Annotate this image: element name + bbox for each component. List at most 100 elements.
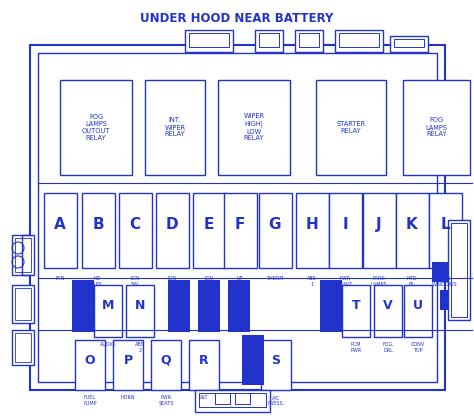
Text: FOG,
DRL: FOG, DRL	[382, 342, 394, 353]
Bar	[448, 220, 470, 320]
Text: THERM: THERM	[266, 276, 284, 281]
Bar	[195, 390, 270, 412]
Bar	[339, 33, 379, 47]
Text: INT.
WIPER
RELAY: INT. WIPER RELAY	[164, 117, 185, 138]
Text: A: A	[54, 217, 66, 232]
Bar	[329, 193, 362, 268]
Bar	[189, 33, 229, 47]
Text: PCM
PWR: PCM PWR	[350, 342, 362, 353]
Bar	[299, 33, 319, 47]
Text: ABS
1: ABS 1	[307, 276, 317, 287]
Bar	[228, 280, 250, 332]
Bar	[151, 340, 181, 390]
Text: IGN
5W: IGN 5W	[167, 276, 176, 287]
Text: B: B	[92, 217, 104, 232]
Bar	[198, 280, 220, 332]
Bar	[72, 280, 94, 332]
Text: PARK
LAMPS: PARK LAMPS	[371, 276, 387, 287]
Text: UP: UP	[237, 276, 243, 281]
Bar	[429, 193, 462, 268]
Bar	[259, 193, 292, 268]
Text: S: S	[272, 354, 281, 367]
Bar	[259, 33, 279, 47]
Bar	[94, 285, 122, 337]
Bar	[15, 288, 31, 320]
Text: L: L	[440, 217, 450, 232]
Bar	[342, 285, 370, 337]
Bar	[60, 80, 132, 175]
Text: ALT: ALT	[200, 395, 208, 400]
Text: AUDIO: AUDIO	[100, 342, 116, 347]
Bar	[335, 30, 383, 52]
Text: C: C	[129, 217, 141, 232]
Text: WIPER
HIGH|
LOW
RELAY: WIPER HIGH| LOW RELAY	[244, 114, 264, 142]
Text: M: M	[102, 299, 114, 312]
Text: I: I	[342, 217, 348, 232]
Text: F: F	[235, 217, 245, 232]
Bar	[44, 193, 77, 268]
Text: A/C
PRESS.: A/C PRESS.	[267, 395, 284, 406]
Bar	[126, 285, 154, 337]
Text: FUEL
PUMP: FUEL PUMP	[83, 395, 97, 406]
Bar	[156, 193, 189, 268]
Text: U: U	[413, 299, 423, 312]
Text: PWR
WINDOWS: PWR WINDOWS	[432, 276, 458, 287]
Bar	[255, 30, 283, 52]
Text: FAN: FAN	[55, 276, 64, 281]
Bar	[403, 80, 470, 175]
Bar	[295, 30, 323, 52]
Bar	[113, 340, 143, 390]
Bar	[224, 193, 257, 268]
Bar	[440, 290, 458, 310]
Text: O: O	[85, 354, 95, 367]
Bar	[432, 262, 462, 282]
Bar	[12, 285, 34, 323]
Text: HTD
BL: HTD BL	[407, 276, 417, 287]
Bar	[12, 330, 34, 365]
Bar	[242, 335, 264, 385]
Text: STARTER
RELAY: STARTER RELAY	[337, 121, 365, 134]
Bar	[390, 36, 428, 52]
Text: P: P	[123, 354, 133, 367]
Text: K: K	[406, 217, 418, 232]
Bar	[30, 45, 445, 390]
Bar	[185, 30, 233, 52]
Text: UNDER HOOD NEAR BATTERY: UNDER HOOD NEAR BATTERY	[140, 12, 334, 25]
Bar	[316, 80, 386, 175]
Bar	[15, 238, 31, 272]
Text: FOG
LAMPS
RELAY: FOG LAMPS RELAY	[426, 117, 447, 138]
Text: HORN: HORN	[121, 395, 135, 400]
Bar	[12, 235, 34, 275]
Bar	[396, 193, 429, 268]
Text: ABS
2: ABS 2	[135, 342, 145, 353]
Bar	[15, 333, 31, 362]
Text: N: N	[135, 299, 145, 312]
Bar	[296, 193, 329, 268]
Bar	[82, 193, 115, 268]
Bar	[374, 285, 402, 337]
Text: D: D	[166, 217, 178, 232]
Text: V: V	[383, 299, 393, 312]
Bar	[451, 223, 467, 317]
Bar	[168, 280, 190, 332]
Text: G: G	[269, 217, 281, 232]
Text: IGN
5W: IGN 5W	[204, 276, 213, 287]
Text: J: J	[376, 217, 382, 232]
Bar	[119, 193, 152, 268]
Bar	[145, 80, 205, 175]
Bar	[394, 39, 424, 47]
Text: Q: Q	[161, 354, 171, 367]
Bar	[199, 393, 266, 407]
Bar	[189, 340, 219, 390]
Bar	[404, 285, 432, 337]
Text: T: T	[352, 299, 360, 312]
Bar	[261, 340, 291, 390]
Text: H: H	[306, 217, 319, 232]
Text: HD-
LPS: HD- LPS	[93, 276, 103, 287]
Bar	[193, 193, 226, 268]
Text: IGN
5W: IGN 5W	[130, 276, 139, 287]
Text: E: E	[204, 217, 214, 232]
Text: R: R	[199, 354, 209, 367]
Bar	[320, 280, 342, 332]
Bar	[38, 53, 437, 382]
